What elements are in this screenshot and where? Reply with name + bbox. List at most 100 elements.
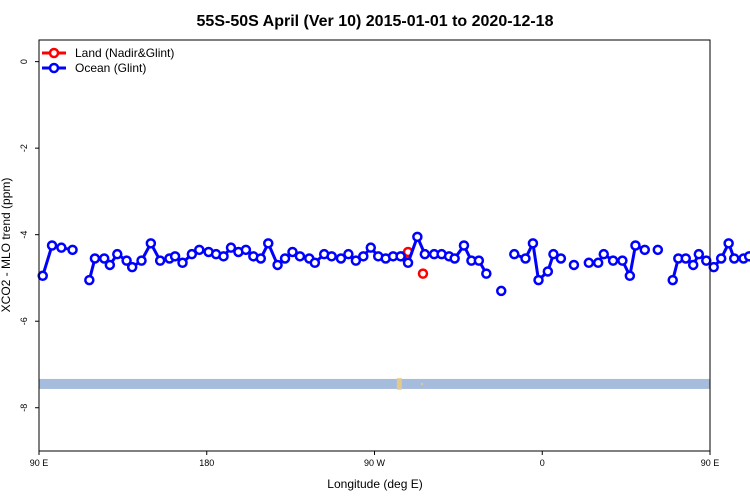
- data-point: [687, 259, 699, 271]
- data-point: [395, 251, 406, 262]
- data-point: [279, 253, 291, 264]
- data-point: [350, 255, 362, 266]
- data-point: [104, 259, 116, 271]
- data-point: [335, 253, 347, 264]
- data-point: [630, 240, 641, 251]
- data-point: [652, 244, 664, 256]
- data-point: [728, 253, 740, 264]
- x-tick-label: 0: [540, 458, 545, 468]
- legend-marker: [48, 47, 60, 59]
- y-tick-label: -8: [19, 404, 29, 412]
- data-point: [126, 261, 138, 273]
- data-point: [481, 268, 492, 279]
- data-point: [743, 251, 750, 262]
- data-point: [194, 244, 205, 256]
- data-point: [533, 274, 544, 286]
- data-point: [419, 248, 431, 260]
- data-point: [136, 255, 147, 266]
- data-point: [473, 255, 485, 266]
- legend-label: Ocean (Glint): [75, 61, 146, 75]
- y-tick-label: 0: [19, 59, 29, 64]
- data-point: [509, 248, 520, 260]
- data-point: [263, 238, 274, 249]
- data-point: [365, 242, 377, 253]
- data-point: [89, 253, 101, 264]
- y-tick-label: -6: [19, 317, 29, 325]
- chart-title: 55S-50S April (Ver 10) 2015-01-01 to 202…: [197, 13, 554, 30]
- data-point: [294, 251, 306, 262]
- data-point: [715, 253, 727, 264]
- legend-item: Ocean (Glint): [42, 61, 146, 75]
- data-point: [624, 270, 636, 282]
- series-line: [513, 241, 562, 282]
- data-point: [309, 257, 321, 269]
- x-tick-label: 180: [199, 458, 214, 468]
- data-point: [723, 238, 734, 249]
- x-axis-label: Longitude (deg E): [327, 477, 422, 491]
- data-point: [708, 261, 719, 273]
- legend-item: Land (Nadir&Glint): [42, 46, 174, 60]
- data-point: [98, 253, 110, 264]
- data-point: [255, 253, 267, 264]
- data-point: [240, 244, 252, 256]
- data-point: [112, 248, 123, 260]
- data-point: [84, 274, 95, 286]
- data-point: [548, 248, 559, 260]
- data-point: [520, 253, 531, 264]
- data-point: [607, 255, 619, 266]
- data-point: [272, 259, 283, 271]
- data-point: [542, 266, 554, 277]
- data-point: [583, 257, 595, 269]
- series-1: [37, 231, 750, 297]
- data-point: [121, 255, 132, 266]
- data-point: [56, 242, 67, 253]
- data-point: [358, 251, 369, 262]
- data-point: [592, 257, 604, 269]
- data-point: [46, 240, 58, 251]
- data-point: [186, 248, 198, 260]
- data-point: [169, 251, 181, 262]
- data-point: [225, 242, 237, 253]
- data-point: [287, 246, 298, 258]
- y-tick-label: -4: [19, 231, 29, 239]
- data-point: [693, 248, 705, 260]
- data-point: [495, 285, 507, 297]
- y-axis-label: XCO2 - MLO trend (ppm): [0, 178, 13, 313]
- land-band-accent: [396, 377, 402, 390]
- data-point: [402, 257, 414, 269]
- data-point: [617, 255, 628, 266]
- data-point: [639, 244, 651, 256]
- x-tick-label: 90 W: [364, 458, 386, 468]
- data-point: [326, 251, 337, 262]
- y-tick-label: -2: [19, 144, 29, 152]
- y-axis: 0 -2 -4 -6 -8: [19, 59, 39, 412]
- data-point: [343, 248, 354, 260]
- x-axis: 90 E 180 90 W 0 90 E: [30, 451, 720, 468]
- x-tick-label: 90 E: [701, 458, 720, 468]
- data-point: [417, 268, 429, 279]
- land-band: [39, 378, 710, 389]
- data-point: [527, 238, 539, 249]
- data-point: [701, 255, 712, 266]
- data-point: [67, 244, 78, 256]
- data-point: [412, 231, 423, 243]
- data-point: [680, 253, 692, 264]
- data-point: [218, 251, 229, 262]
- land-band-accent: [421, 382, 424, 385]
- legend-label: Land (Nadir&Glint): [75, 46, 174, 60]
- data-point: [449, 253, 460, 264]
- plot-area: [37, 231, 750, 390]
- data-point: [555, 253, 567, 264]
- data-point: [667, 274, 678, 286]
- x-tick-label: 90 E: [30, 458, 49, 468]
- legend: Land (Nadir&Glint)Ocean (Glint): [42, 46, 174, 75]
- data-point: [145, 238, 157, 249]
- legend-marker: [48, 62, 60, 74]
- data-point: [154, 255, 166, 266]
- data-point: [458, 240, 470, 251]
- data-point: [568, 259, 580, 271]
- data-point: [598, 248, 610, 260]
- data-point: [177, 257, 188, 269]
- data-point: [37, 270, 48, 282]
